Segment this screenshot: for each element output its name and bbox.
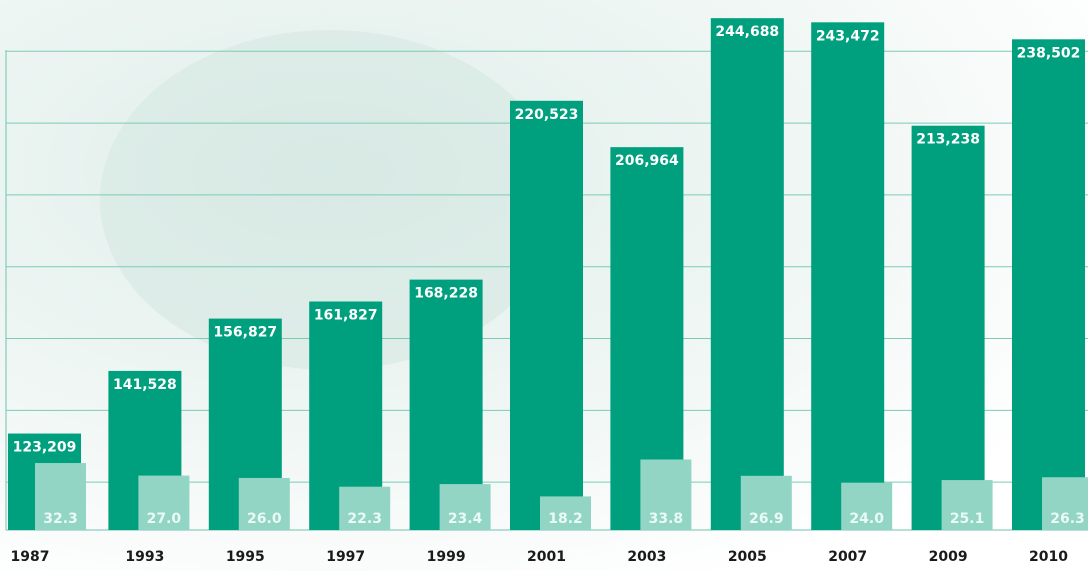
bar bbox=[740, 475, 792, 530]
bar bbox=[811, 22, 885, 531]
bar-value-label: 27.0 bbox=[147, 511, 182, 527]
bar-value-label: 220,523 bbox=[515, 107, 579, 123]
bar bbox=[1012, 39, 1085, 531]
bar-value-label: 168,228 bbox=[414, 286, 478, 302]
bar-value-label: 18.2 bbox=[548, 511, 583, 527]
x-tick-label: 1987 bbox=[11, 549, 50, 565]
bar bbox=[339, 486, 391, 530]
bar-value-label: 26.0 bbox=[247, 511, 282, 527]
bar-value-label: 23.4 bbox=[448, 511, 483, 527]
bar-value-label: 24.0 bbox=[849, 511, 884, 527]
bar-value-label: 213,238 bbox=[916, 132, 980, 148]
bar bbox=[540, 496, 591, 530]
x-tick-label: 2005 bbox=[728, 549, 767, 565]
x-tick-label: 2009 bbox=[929, 549, 968, 565]
x-tick-label: 2003 bbox=[627, 549, 666, 565]
x-tick-label: 1999 bbox=[427, 549, 466, 565]
x-tick-label: 2001 bbox=[527, 549, 566, 565]
bar-value-label: 33.8 bbox=[649, 511, 684, 527]
bar-value-label: 161,827 bbox=[314, 307, 378, 323]
x-tick-label: 2007 bbox=[828, 549, 867, 565]
bar-value-label: 22.3 bbox=[347, 511, 382, 527]
bar bbox=[138, 475, 190, 530]
bar bbox=[1042, 477, 1088, 530]
bar-value-label: 26.9 bbox=[749, 511, 784, 527]
bar bbox=[35, 463, 86, 530]
bar-value-label: 141,528 bbox=[113, 377, 177, 393]
bar-value-label: 206,964 bbox=[615, 153, 679, 169]
x-tick-label: 2010 bbox=[1029, 549, 1068, 565]
bar-value-label: 26.3 bbox=[1050, 511, 1085, 527]
bar bbox=[710, 18, 784, 531]
bar-value-label: 32.3 bbox=[43, 511, 78, 527]
bar-value-label: 244,688 bbox=[715, 24, 779, 40]
x-tick-label: 1997 bbox=[326, 549, 365, 565]
bar-value-label: 156,827 bbox=[213, 325, 277, 341]
bar-value-label: 243,472 bbox=[816, 28, 880, 44]
bar bbox=[640, 459, 692, 530]
x-tick-label: 1995 bbox=[226, 549, 265, 565]
bar-value-label: 123,209 bbox=[13, 440, 77, 456]
bar bbox=[841, 482, 893, 530]
bar bbox=[941, 480, 993, 530]
x-tick-label: 1993 bbox=[125, 549, 164, 565]
bar bbox=[911, 125, 985, 530]
bar-value-label: 25.1 bbox=[950, 511, 985, 527]
bar bbox=[510, 100, 583, 530]
bar bbox=[439, 484, 491, 530]
bar bbox=[238, 477, 290, 530]
bar-value-label: 238,502 bbox=[1017, 45, 1081, 61]
